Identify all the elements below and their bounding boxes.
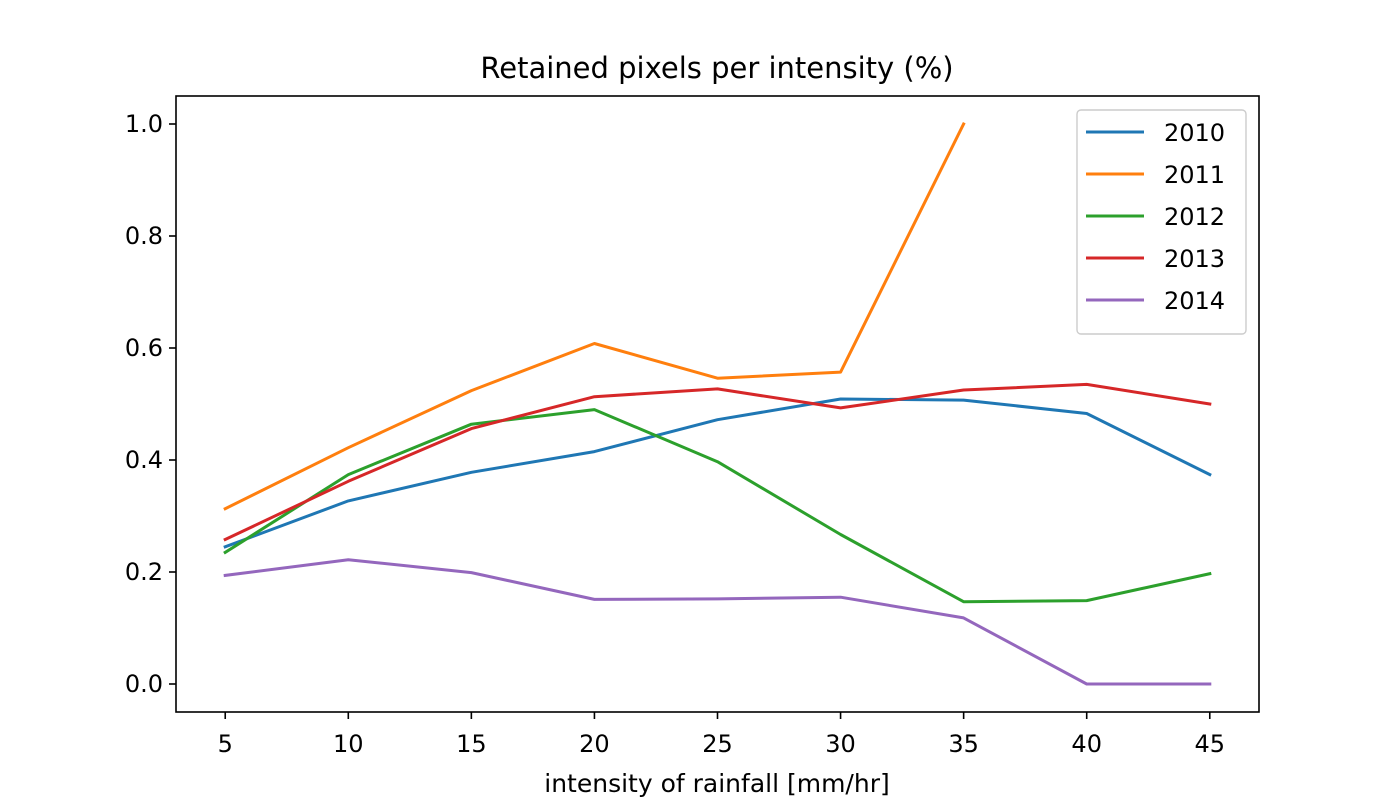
legend-label: 2013: [1164, 245, 1225, 273]
series-line-2012: [223, 408, 1212, 604]
x-axis-label: intensity of rainfall [mm/hr]: [544, 769, 889, 798]
series-line-2013: [223, 382, 1212, 542]
series-line-2014: [223, 558, 1212, 686]
chart-title: Retained pixels per intensity (%): [480, 51, 953, 85]
y-tick-label: 0.2: [125, 558, 163, 586]
legend-label: 2011: [1164, 161, 1225, 189]
x-axis-ticks: 5 10 15 20 25 30 35 40 45: [218, 712, 1225, 758]
y-tick-label: 0.8: [125, 222, 163, 250]
x-tick-label: 20: [579, 730, 610, 758]
legend-label: 2012: [1164, 203, 1225, 231]
plot-frame: [175, 95, 1260, 713]
series-line-2010: [223, 397, 1212, 549]
legend-label: 2010: [1164, 119, 1225, 147]
x-tick-label: 25: [702, 730, 733, 758]
x-tick-label: 5: [218, 730, 233, 758]
x-tick-label: 10: [333, 730, 364, 758]
x-tick-label: 35: [948, 730, 979, 758]
y-axis-ticks: 0.0 0.2 0.4 0.6 0.8 1.0: [125, 110, 176, 698]
series-layer: [223, 121, 1212, 686]
y-tick-label: 0.4: [125, 446, 163, 474]
y-tick-label: 1.0: [125, 110, 163, 138]
x-tick-label: 15: [456, 730, 487, 758]
x-tick-label: 30: [825, 730, 856, 758]
series-line-2011: [223, 121, 966, 511]
legend-label: 2014: [1164, 287, 1225, 315]
y-tick-label: 0.6: [125, 334, 163, 362]
x-tick-label: 45: [1194, 730, 1225, 758]
legend: 2010 2011 2012 2013 2014: [1076, 109, 1247, 335]
y-tick-label: 0.0: [125, 670, 163, 698]
legend-box: [1076, 109, 1247, 335]
x-tick-label: 40: [1071, 730, 1102, 758]
